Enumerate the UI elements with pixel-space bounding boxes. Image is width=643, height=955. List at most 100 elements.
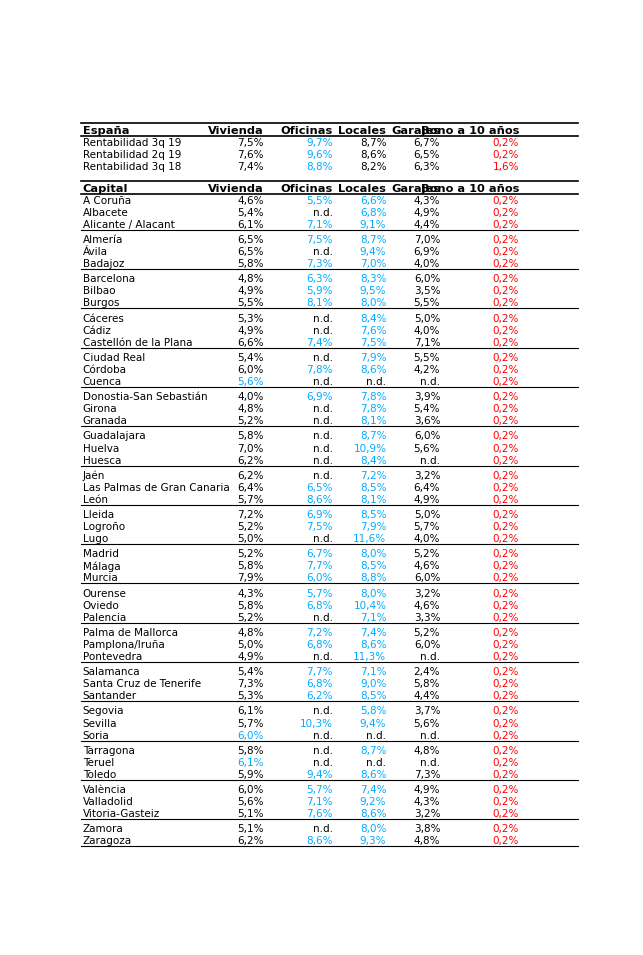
Text: 7,2%: 7,2%	[306, 627, 332, 638]
Text: 7,3%: 7,3%	[237, 679, 264, 690]
Text: 0,2%: 0,2%	[493, 601, 519, 610]
Text: Pamplona/Iruña: Pamplona/Iruña	[83, 640, 165, 650]
Text: 0,2%: 0,2%	[493, 416, 519, 426]
Text: Jaén: Jaén	[83, 471, 105, 481]
Text: 0,2%: 0,2%	[493, 746, 519, 755]
Text: Capital: Capital	[83, 183, 129, 194]
Text: 5,8%: 5,8%	[237, 432, 264, 441]
Text: 4,3%: 4,3%	[413, 196, 440, 205]
Text: Teruel: Teruel	[83, 757, 114, 768]
Text: 8,6%: 8,6%	[306, 495, 332, 505]
Text: 6,0%: 6,0%	[414, 274, 440, 285]
Text: 5,1%: 5,1%	[237, 824, 264, 835]
Text: Donostia-San Sebastián: Donostia-San Sebastián	[83, 393, 208, 402]
Text: Oviedo: Oviedo	[83, 601, 120, 610]
Text: 0,2%: 0,2%	[493, 377, 519, 387]
Text: 6,1%: 6,1%	[237, 757, 264, 768]
Text: 8,7%: 8,7%	[360, 235, 386, 245]
Text: 8,1%: 8,1%	[360, 495, 386, 505]
Text: 8,6%: 8,6%	[360, 809, 386, 819]
Text: 4,4%: 4,4%	[413, 691, 440, 701]
Text: 7,0%: 7,0%	[360, 259, 386, 269]
Text: n.d.: n.d.	[312, 757, 332, 768]
Text: Girona: Girona	[83, 404, 118, 414]
Text: 6,5%: 6,5%	[237, 247, 264, 257]
Text: 6,4%: 6,4%	[237, 483, 264, 493]
Text: 8,0%: 8,0%	[360, 549, 386, 560]
Text: n.d.: n.d.	[367, 757, 386, 768]
Text: 6,8%: 6,8%	[306, 601, 332, 610]
Text: 7,9%: 7,9%	[360, 352, 386, 363]
Text: 6,2%: 6,2%	[237, 837, 264, 846]
Text: Soria: Soria	[83, 731, 109, 740]
Text: 5,4%: 5,4%	[413, 404, 440, 414]
Text: 4,8%: 4,8%	[237, 404, 264, 414]
Text: 8,2%: 8,2%	[360, 161, 386, 172]
Text: Segovia: Segovia	[83, 707, 124, 716]
Text: 6,0%: 6,0%	[237, 785, 264, 795]
Text: n.d.: n.d.	[367, 731, 386, 740]
Text: 0,2%: 0,2%	[493, 393, 519, 402]
Text: 5,0%: 5,0%	[414, 313, 440, 324]
Text: 3,2%: 3,2%	[413, 588, 440, 599]
Text: 0,2%: 0,2%	[493, 652, 519, 662]
Text: 0,2%: 0,2%	[493, 824, 519, 835]
Text: 7,6%: 7,6%	[360, 326, 386, 335]
Text: 5,0%: 5,0%	[414, 510, 440, 520]
Text: Bono a 10 años: Bono a 10 años	[421, 183, 519, 194]
Text: 7,1%: 7,1%	[413, 338, 440, 348]
Text: 5,8%: 5,8%	[413, 679, 440, 690]
Text: 5,8%: 5,8%	[360, 707, 386, 716]
Text: 5,5%: 5,5%	[413, 352, 440, 363]
Text: 0,2%: 0,2%	[493, 404, 519, 414]
Text: 0,2%: 0,2%	[493, 299, 519, 308]
Text: 5,5%: 5,5%	[306, 196, 332, 205]
Text: 0,2%: 0,2%	[493, 785, 519, 795]
Text: Barcelona: Barcelona	[83, 274, 135, 285]
Text: 0,2%: 0,2%	[493, 510, 519, 520]
Text: 7,8%: 7,8%	[306, 365, 332, 375]
Text: n.d.: n.d.	[312, 707, 332, 716]
Text: Albacete: Albacete	[83, 208, 129, 218]
Text: 8,6%: 8,6%	[360, 150, 386, 159]
Text: Vitoria-Gasteiz: Vitoria-Gasteiz	[83, 809, 160, 819]
Text: 0,2%: 0,2%	[493, 588, 519, 599]
Text: 7,2%: 7,2%	[237, 510, 264, 520]
Text: Oficinas: Oficinas	[280, 126, 332, 136]
Text: 5,5%: 5,5%	[413, 299, 440, 308]
Text: 6,1%: 6,1%	[237, 707, 264, 716]
Text: 4,9%: 4,9%	[413, 495, 440, 505]
Text: 0,2%: 0,2%	[493, 495, 519, 505]
Text: 0,2%: 0,2%	[493, 352, 519, 363]
Text: 0,2%: 0,2%	[493, 837, 519, 846]
Text: 0,2%: 0,2%	[493, 313, 519, 324]
Text: 5,1%: 5,1%	[237, 809, 264, 819]
Text: A Coruña: A Coruña	[83, 196, 131, 205]
Text: 8,3%: 8,3%	[360, 274, 386, 285]
Text: 8,1%: 8,1%	[360, 416, 386, 426]
Text: 5,2%: 5,2%	[237, 613, 264, 623]
Text: 6,3%: 6,3%	[306, 274, 332, 285]
Text: 9,1%: 9,1%	[360, 220, 386, 230]
Text: 0,2%: 0,2%	[493, 326, 519, 335]
Text: 5,4%: 5,4%	[237, 352, 264, 363]
Text: 4,0%: 4,0%	[414, 534, 440, 544]
Text: 0,2%: 0,2%	[493, 150, 519, 159]
Text: 0,2%: 0,2%	[493, 456, 519, 466]
Text: 0,2%: 0,2%	[493, 797, 519, 807]
Text: 9,2%: 9,2%	[360, 797, 386, 807]
Text: Rentabilidad 2q 19: Rentabilidad 2q 19	[83, 150, 181, 159]
Text: Ourense: Ourense	[83, 588, 127, 599]
Text: 2,4%: 2,4%	[413, 668, 440, 677]
Text: 6,6%: 6,6%	[360, 196, 386, 205]
Text: Lleida: Lleida	[83, 510, 114, 520]
Text: 4,6%: 4,6%	[413, 601, 440, 610]
Text: 8,4%: 8,4%	[360, 456, 386, 466]
Text: 6,4%: 6,4%	[413, 483, 440, 493]
Text: 0,2%: 0,2%	[493, 443, 519, 454]
Text: 3,3%: 3,3%	[413, 613, 440, 623]
Text: 6,0%: 6,0%	[414, 640, 440, 650]
Text: 5,2%: 5,2%	[413, 549, 440, 560]
Text: 9,5%: 9,5%	[360, 286, 386, 296]
Text: 0,2%: 0,2%	[493, 522, 519, 532]
